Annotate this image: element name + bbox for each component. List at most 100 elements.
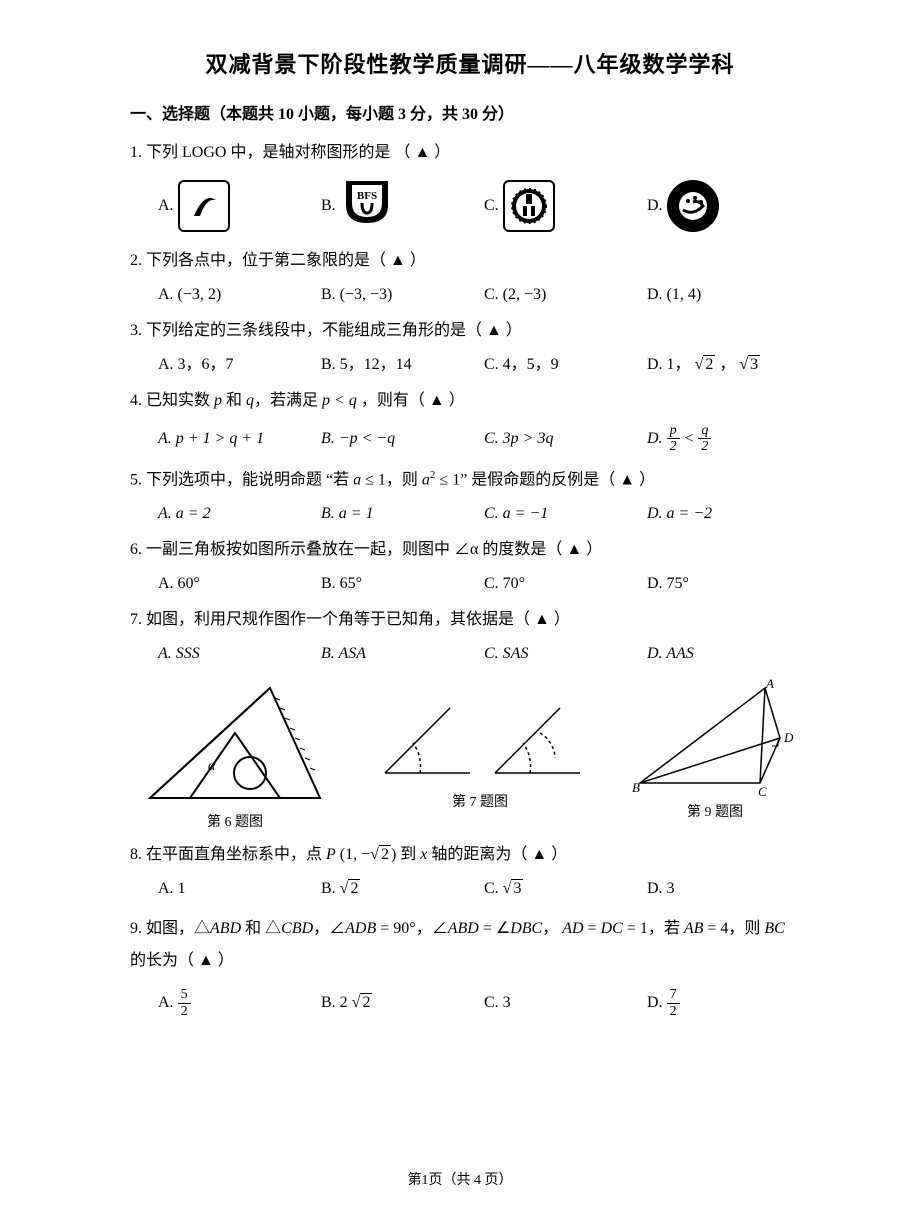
sqrt-icon: 2 — [352, 991, 373, 1015]
q3-option-b: B. 5，12，14 — [321, 353, 484, 377]
q9-option-b: B. 22 — [321, 991, 484, 1015]
var-p: p — [214, 392, 222, 409]
question-5: 5. 下列选项中，能说明命题 “若 a ≤ 1，则 a2 ≤ 1” 是假命题的反… — [130, 467, 810, 526]
page-title: 双减背景下阶段性教学质量调研——八年级数学学科 — [130, 48, 810, 81]
logo-b-icon: BFS — [340, 175, 394, 237]
q1-option-b: B. BFS — [321, 175, 484, 237]
blank: （ ▲ ） — [178, 952, 234, 969]
q9-line2: 的长为 — [130, 952, 178, 969]
q1-option-c: C. — [484, 180, 647, 232]
q3d-pre: D. 1， — [647, 353, 691, 377]
blank: （ ▲ ） — [546, 541, 602, 558]
figures-row: α 第 6 题图 第 7 题图 — [130, 678, 810, 833]
q9-option-a: A. 52 — [158, 987, 321, 1019]
q3-option-c: C. 4，5，9 — [484, 353, 647, 377]
section-header: 一、选择题（本题共 10 小题，每小题 3 分，共 30 分） — [130, 103, 810, 127]
q8-pre: 8. 在平面直角坐标系中，点 — [130, 846, 326, 863]
q7-option-a: A. SSS — [158, 642, 321, 666]
q9-option-c: C. 3 — [484, 991, 647, 1015]
svg-text:BFS: BFS — [357, 190, 377, 202]
svg-text:B: B — [632, 780, 640, 795]
label-c: C. — [484, 194, 499, 218]
label-b: B. — [321, 194, 336, 218]
label-d: D. — [647, 194, 663, 218]
q5-pre: 5. 下列选项中，能说明命题 “若 — [130, 471, 353, 488]
blank: （ ▲ ） — [370, 252, 426, 269]
q1-option-d: D. — [647, 180, 810, 232]
q6-option-b: B. 65° — [321, 572, 484, 596]
q6-option-d: D. 75° — [647, 572, 810, 596]
svg-text:A: A — [765, 678, 774, 691]
q5-option-c: C. a = −1 — [484, 502, 647, 526]
question-8: 8. 在平面直角坐标系中，点 P (1, −2) 到 x 轴的距离为（ ▲ ） … — [130, 843, 810, 901]
q4-option-a: A. p + 1 > q + 1 — [158, 427, 321, 451]
sqrt-icon: 2 — [370, 843, 391, 867]
q2-stem: 2. 下列各点中，位于第二象限的是 — [130, 252, 370, 269]
blank: （ ▲ ） — [466, 322, 522, 339]
q3-option-d: D. 1， 2 ， 3 — [647, 353, 810, 377]
q2-option-a: A. (−3, 2) — [158, 283, 321, 307]
q5-option-a: A. a = 2 — [158, 502, 321, 526]
figure-9: A D B C 第 9 题图 — [630, 678, 800, 833]
blank: （ ▲ ） — [409, 392, 465, 409]
q7-option-b: B. ASA — [321, 642, 484, 666]
logo-c-icon — [503, 180, 555, 232]
question-4: 4. 已知实数 p 和 q，若满足 p < q ，则有（ ▲ ） A. p + … — [130, 389, 810, 455]
blank: （ ▲ ） — [514, 611, 570, 628]
q6-option-a: A. 60° — [158, 572, 321, 596]
blank: （ ▲ ） — [511, 846, 567, 863]
q3-stem: 3. 下列给定的三条线段中，不能组成三角形的是 — [130, 322, 466, 339]
q4-option-d: D. p2 < q2 — [647, 423, 810, 455]
q9-option-d: D. 72 — [647, 987, 810, 1019]
q5-option-b: B. a = 1 — [321, 502, 484, 526]
svg-text:C: C — [758, 784, 767, 798]
q5-option-d: D. a = −2 — [647, 502, 810, 526]
figure-6: α 第 6 题图 — [140, 678, 330, 833]
q7-option-d: D. AAS — [647, 642, 810, 666]
fig6-caption: 第 6 题图 — [207, 812, 263, 833]
question-3: 3. 下列给定的三条线段中，不能组成三角形的是（ ▲ ） A. 3，6，7 B.… — [130, 319, 810, 377]
q2-option-b: B. (−3, −3) — [321, 283, 484, 307]
q2-option-d: D. (1, 4) — [647, 283, 810, 307]
q1-text: 1. 下列 LOGO 中，是轴对称图形的是 （ ▲ ） — [130, 141, 810, 165]
triangle-board-icon: α — [140, 678, 330, 808]
q1-option-a: A. — [158, 180, 321, 232]
svg-text:D: D — [783, 730, 794, 745]
q1-stem: 1. 下列 LOGO 中，是轴对称图形的是 — [130, 144, 390, 161]
q8-option-d: D. 3 — [647, 877, 810, 901]
label-a: A. — [158, 194, 174, 218]
q3d-mid: ， — [719, 353, 735, 377]
ineq: p < q — [322, 392, 357, 409]
sqrt-icon: 3 — [739, 353, 760, 377]
question-6: 6. 一副三角板按如图所示叠放在一起，则图中 ∠α 的度数是（ ▲ ） A. 6… — [130, 538, 810, 596]
figure-7: 第 7 题图 — [375, 678, 585, 833]
sqrt-icon: 2 — [340, 877, 361, 901]
question-2: 2. 下列各点中，位于第二象限的是（ ▲ ） A. (−3, 2) B. (−3… — [130, 249, 810, 307]
blank: （ ▲ ） — [394, 144, 450, 161]
q4-pre: 4. 已知实数 — [130, 392, 214, 409]
svg-text:α: α — [208, 759, 216, 774]
logo-a-icon — [178, 180, 230, 232]
var-q: q — [246, 392, 254, 409]
question-7: 7. 如图，利用尺规作图作一个角等于已知角，其依据是（ ▲ ） A. SSS B… — [130, 608, 810, 666]
sqrt-icon: 2 — [695, 353, 716, 377]
fig7-caption: 第 7 题图 — [452, 792, 508, 813]
q4-option-c: C. 3p > 3q — [484, 427, 647, 451]
page-footer: 第1页（共 4 页） — [0, 1170, 920, 1191]
q8-option-a: A. 1 — [158, 877, 321, 901]
compass-angle-icon — [375, 678, 585, 788]
fig9-caption: 第 9 题图 — [687, 802, 743, 823]
q7-stem: 7. 如图，利用尺规作图作一个角等于已知角，其依据是 — [130, 611, 514, 628]
q6-option-c: C. 70° — [484, 572, 647, 596]
question-1: 1. 下列 LOGO 中，是轴对称图形的是 （ ▲ ） A. B. BFS C. — [130, 141, 810, 237]
q3-option-a: A. 3，6，7 — [158, 353, 321, 377]
logo-d-icon — [667, 180, 719, 232]
q8-option-b: B. 2 — [321, 877, 484, 901]
q2-option-c: C. (2, −3) — [484, 283, 647, 307]
question-9: 9. 如图，△ABD 和 △CBD，∠ADB = 90°，∠ABD = ∠DBC… — [130, 913, 810, 1019]
q4-option-b: B. −p < −q — [321, 427, 484, 451]
blank: （ ▲ ） — [599, 471, 655, 488]
triangle-abd-icon: A D B C — [630, 678, 800, 798]
q8-option-c: C. 3 — [484, 877, 647, 901]
q6-stem: 6. 一副三角板按如图所示叠放在一起，则图中 ∠α 的度数是 — [130, 541, 546, 558]
